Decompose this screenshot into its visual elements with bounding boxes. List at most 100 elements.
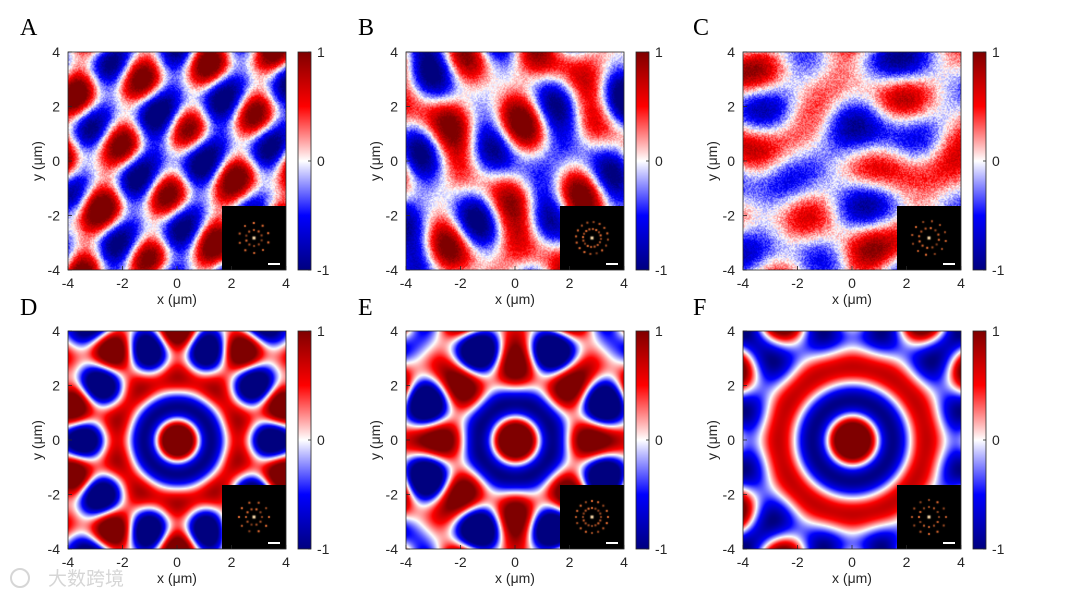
fourier-inset <box>560 206 624 270</box>
x-tick-label: -4 <box>62 554 75 570</box>
colorbar-tick-label: 1 <box>992 44 1000 60</box>
y-tick-label: 4 <box>727 44 735 60</box>
panel-f: F -4 -2 0 2 4 4 2 0 -2 -4 x (μm) y (μm) 1 0 -1 <box>693 295 1005 586</box>
y-axis-label: y (μm) <box>367 141 383 181</box>
panel-label: A <box>20 15 38 41</box>
x-tick-label: 4 <box>282 554 290 570</box>
panel-label: F <box>693 295 706 321</box>
y-tick-label: 2 <box>52 378 60 394</box>
watermark-text: 大数跨境 <box>48 568 124 590</box>
colorbar-tick-label: -1 <box>655 262 668 278</box>
x-tick-label: 4 <box>957 275 965 291</box>
x-tick-label: 4 <box>957 554 965 570</box>
x-tick-label: -2 <box>454 554 467 570</box>
x-tick-label: 0 <box>173 275 181 291</box>
colorbar-tick-label: 0 <box>317 153 325 169</box>
colorbar-tick-label: 0 <box>317 432 325 448</box>
colorbar-tick-label: -1 <box>655 541 668 557</box>
colorbar: 1 0 -1 <box>972 44 1005 278</box>
y-tick-label: -2 <box>723 208 736 224</box>
colorbar-tick-label: -1 <box>317 262 330 278</box>
y-tick-label: 0 <box>52 432 60 448</box>
y-tick-label: -2 <box>386 208 399 224</box>
x-tick-label: -2 <box>454 275 467 291</box>
y-tick-label: -2 <box>48 208 61 224</box>
x-axis-label: x (μm) <box>157 291 197 307</box>
colorbar-tick-label: 1 <box>655 323 663 339</box>
fourier-inset <box>222 206 286 270</box>
fourier-inset <box>560 485 624 549</box>
y-tick-label: 2 <box>727 99 735 115</box>
x-axis-label: x (μm) <box>832 570 872 586</box>
fourier-inset <box>897 485 961 549</box>
x-tick-label: 0 <box>511 554 519 570</box>
x-tick-label: 0 <box>848 554 856 570</box>
y-tick-label: -2 <box>723 487 736 503</box>
y-tick-label: 2 <box>727 378 735 394</box>
y-tick-label: 4 <box>727 323 735 339</box>
y-axis-label: y (μm) <box>367 420 383 460</box>
x-tick-label: 2 <box>903 554 911 570</box>
y-tick-label: 4 <box>390 44 398 60</box>
y-tick-label: 2 <box>52 99 60 115</box>
panel-a: A -4 -2 0 2 4 4 2 0 -2 -4 x (μm) y (μm) 1 0 -1 <box>20 15 330 307</box>
x-tick-label: 0 <box>511 275 519 291</box>
colorbar-tick-label: -1 <box>317 541 330 557</box>
x-tick-label: -2 <box>791 554 804 570</box>
y-tick-label: 0 <box>52 153 60 169</box>
colorbar-tick-label: 0 <box>655 432 663 448</box>
y-axis-label: y (μm) <box>704 141 720 181</box>
y-axis-label: y (μm) <box>29 141 45 181</box>
colorbar: 1 0 -1 <box>297 44 330 278</box>
y-tick-label: 0 <box>390 153 398 169</box>
y-tick-label: 2 <box>390 99 398 115</box>
y-tick-label: -4 <box>48 262 61 278</box>
x-tick-label: 0 <box>848 275 856 291</box>
panel-label: D <box>20 295 37 321</box>
x-tick-label: 4 <box>282 275 290 291</box>
y-tick-label: -4 <box>723 541 736 557</box>
x-tick-label: 4 <box>620 554 628 570</box>
y-tick-label: -4 <box>386 262 399 278</box>
panel-label: B <box>358 15 374 41</box>
x-tick-label: 2 <box>228 275 236 291</box>
y-tick-label: 2 <box>390 378 398 394</box>
y-tick-label: 4 <box>52 323 60 339</box>
colorbar-tick-label: 1 <box>317 323 325 339</box>
panel-c: C -4 -2 0 2 4 4 2 0 -2 -4 x (μm) y (μm) 1 0 -1 <box>693 15 1005 307</box>
x-tick-label: -4 <box>62 275 75 291</box>
fourier-inset <box>897 206 961 270</box>
colorbar-tick-label: 1 <box>992 323 1000 339</box>
x-tick-label: 0 <box>173 554 181 570</box>
x-tick-label: -2 <box>116 554 129 570</box>
x-tick-label: -4 <box>737 275 750 291</box>
y-tick-label: -2 <box>48 487 61 503</box>
colorbar-tick-label: 0 <box>992 432 1000 448</box>
x-axis-label: x (μm) <box>495 291 535 307</box>
y-axis-label: y (μm) <box>704 420 720 460</box>
x-axis-label: x (μm) <box>495 570 535 586</box>
y-tick-label: -2 <box>386 487 399 503</box>
fourier-inset <box>222 485 286 549</box>
x-tick-label: 4 <box>620 275 628 291</box>
colorbar-tick-label: -1 <box>992 262 1005 278</box>
x-axis-label: x (μm) <box>832 291 872 307</box>
watermark: 大数跨境 <box>10 568 124 590</box>
x-tick-label: 2 <box>903 275 911 291</box>
x-tick-label: -4 <box>737 554 750 570</box>
y-tick-label: -4 <box>48 541 61 557</box>
panel-d: D -4 -2 0 2 4 4 2 0 -2 -4 x (μm) y (μm) 1 0 -1 <box>20 295 330 586</box>
x-axis-label: x (μm) <box>157 570 197 586</box>
x-tick-label: -2 <box>116 275 129 291</box>
y-tick-label: -4 <box>386 541 399 557</box>
y-tick-label: 4 <box>52 44 60 60</box>
y-tick-label: 0 <box>727 432 735 448</box>
colorbar: 1 0 -1 <box>635 44 668 278</box>
panel-label: E <box>358 295 373 321</box>
colorbar-tick-label: -1 <box>992 541 1005 557</box>
panel-b: B -4 -2 0 2 4 4 2 0 -2 -4 x (μm) y (μm) 1 0 -1 <box>358 15 668 307</box>
x-tick-label: 2 <box>566 554 574 570</box>
x-tick-label: 2 <box>566 275 574 291</box>
y-tick-label: -4 <box>723 262 736 278</box>
